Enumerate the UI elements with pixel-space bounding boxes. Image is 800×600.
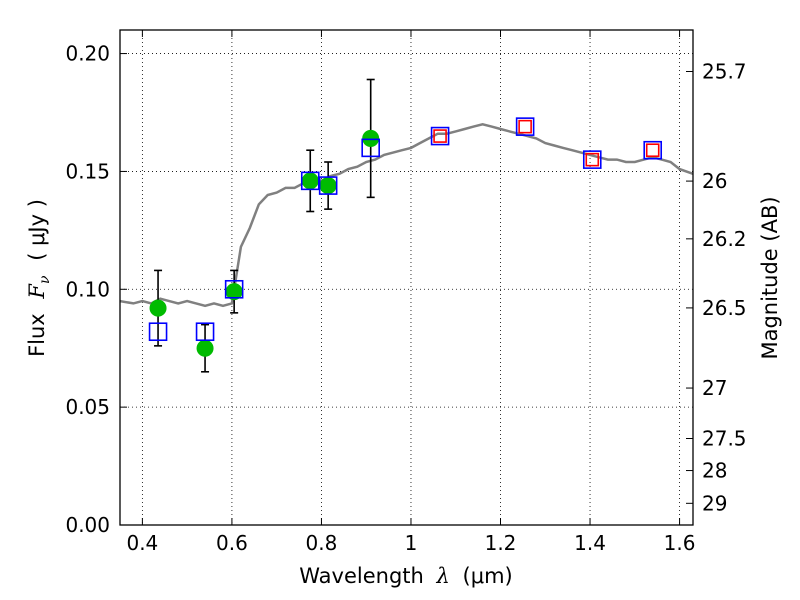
y-tick-label: 0.00 [65, 513, 110, 537]
model-point [148, 322, 168, 342]
magnitude-tick-label: 26.5 [702, 296, 747, 320]
magnitude-axis-label: Magnitude (AB) [758, 196, 782, 359]
photometry-point [301, 172, 319, 190]
y-tick-label: 0.05 [65, 395, 110, 419]
y-axis-label-unit: ( μJy ) [25, 199, 49, 261]
x-tick-label: 0.6 [216, 531, 248, 555]
y-axis-label-symbol: F [25, 283, 49, 300]
model-point [361, 138, 380, 158]
plot-frame [119, 29, 694, 526]
x-tick-label: 1.2 [485, 531, 517, 555]
y-axis-label-subscript: ν [37, 275, 53, 284]
model-point [430, 126, 450, 146]
model-point [518, 119, 532, 134]
x-tick-label: 1.6 [664, 531, 696, 555]
model-point [645, 143, 660, 158]
model-point [224, 279, 244, 299]
model-point [300, 171, 320, 191]
magnitude-tick-label: 26.2 [702, 227, 747, 251]
spectrum-series [120, 123, 693, 308]
photometry-point [319, 177, 337, 195]
model-point [318, 176, 338, 195]
x-axis-label-text: Wavelength [299, 564, 424, 588]
magnitude-tick-label: 28 [702, 459, 727, 483]
grid [120, 30, 693, 526]
y-tick-label: 0.15 [65, 159, 110, 183]
magnitude-tick-label: 25.7 [702, 59, 747, 83]
model-point [582, 150, 602, 169]
x-axis-label-symbol: λ [436, 564, 450, 588]
magnitude-tick-label: 29 [702, 491, 727, 515]
x-axis-label: Wavelength λ (μm) [299, 564, 512, 588]
data-points [148, 117, 663, 357]
magnitude-tick-label: 26 [702, 169, 727, 193]
axis-ticks: 0.4 0.6 0.8 1 1.2 1.4 1.6 0.00 0.05 0.10 0.15 0.20 2… [65, 30, 747, 555]
y-tick-label: 0.10 [65, 277, 110, 301]
x-axis-label-unit: (μm) [463, 564, 513, 588]
x-tick-label: 0.8 [306, 531, 338, 555]
magnitude-tick-label: 27 [702, 376, 727, 400]
photometry-point [149, 299, 167, 317]
magnitude-tick-label: 27.5 [702, 426, 747, 450]
model-point [643, 140, 663, 160]
y-axis-label: Flux Fν ( μJy ) [25, 199, 54, 357]
model-point [433, 129, 447, 143]
model-point [585, 152, 600, 167]
x-tick-label: 1 [405, 531, 418, 555]
y-axis-label-text: Flux [25, 313, 49, 357]
y-tick-label: 0.20 [65, 42, 110, 66]
x-tick-label: 1.4 [574, 531, 606, 555]
spectrum-line [120, 123, 693, 308]
photometry-point [196, 339, 214, 357]
model-point [195, 322, 215, 342]
error-bars [154, 78, 375, 373]
x-tick-label: 0.4 [126, 531, 158, 555]
photometry-point [362, 129, 380, 147]
model-point [515, 117, 535, 136]
